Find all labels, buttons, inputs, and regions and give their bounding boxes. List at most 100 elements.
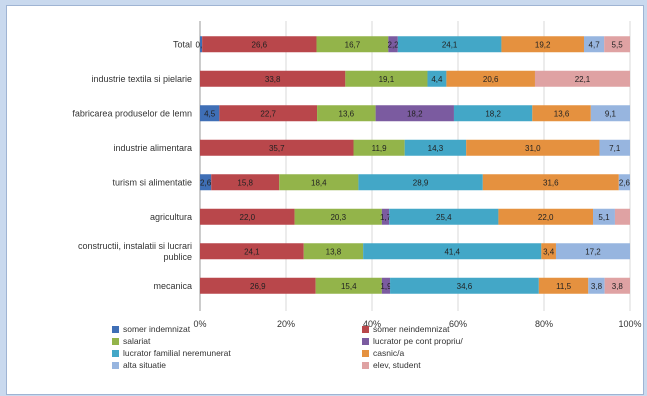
data-label: 19,2 xyxy=(535,40,551,49)
data-label: 1,9 xyxy=(380,282,392,291)
legend-swatch xyxy=(112,361,119,369)
bar-segment xyxy=(390,277,539,294)
bar-segment xyxy=(200,139,354,156)
data-label: 1,7 xyxy=(380,213,392,222)
bar-segment xyxy=(345,70,428,87)
data-label: 13,8 xyxy=(326,247,342,256)
category-label: constructii, instalatii si lucrari public… xyxy=(78,241,192,262)
data-label: 11,5 xyxy=(556,282,572,291)
data-label: 9,1 xyxy=(605,109,617,118)
legend-swatch xyxy=(112,337,119,345)
data-label: 11,9 xyxy=(372,144,388,153)
data-label: 4,7 xyxy=(589,40,601,49)
data-label: 2,6 xyxy=(200,178,212,187)
bar-segment xyxy=(604,36,630,53)
bar-segment xyxy=(353,139,405,156)
bar-segment xyxy=(200,36,203,53)
data-label: 3,4 xyxy=(543,247,555,256)
data-label: 16,7 xyxy=(345,40,361,49)
bar-segment xyxy=(375,105,454,122)
legend-swatch xyxy=(112,325,119,333)
data-label: 0,5 xyxy=(196,40,208,49)
data-label: 2,6 xyxy=(619,178,631,187)
bar-segment xyxy=(618,174,630,191)
bar-segment xyxy=(200,174,212,191)
data-label: 5,5 xyxy=(612,40,624,49)
bar-segment xyxy=(381,208,390,225)
legend-item: alta situatie xyxy=(112,360,166,370)
legend-label: somer indemnizat xyxy=(123,324,191,334)
data-label: 17,2 xyxy=(585,247,601,256)
category-label: Total xyxy=(173,39,192,49)
category-label: agricultura xyxy=(150,212,192,222)
category-label: industrie textila si pielarie xyxy=(91,74,192,84)
bar-segment xyxy=(200,208,295,225)
data-label: 26,6 xyxy=(252,40,268,49)
data-label: 26,9 xyxy=(250,282,266,291)
bar-segment xyxy=(453,105,533,122)
x-tick-label: 40% xyxy=(363,319,381,329)
bar-segment xyxy=(200,105,220,122)
x-tick-label: 80% xyxy=(535,319,553,329)
legend-item: casnic/a xyxy=(362,348,404,358)
legend-label: lucrator pe cont propriu/ xyxy=(373,336,463,346)
data-label: 20,6 xyxy=(483,75,499,84)
bar-segment xyxy=(294,208,382,225)
legend-item: somer indemnizat xyxy=(112,324,190,334)
category-label: mecanica xyxy=(153,281,192,291)
bar-segment xyxy=(590,105,630,122)
legend-swatch xyxy=(362,361,369,369)
x-tick-label: 100% xyxy=(618,319,641,329)
data-label: 15,8 xyxy=(237,178,253,187)
bar-segment xyxy=(446,70,535,87)
bar-segment xyxy=(315,277,382,294)
data-label: 13,6 xyxy=(554,109,570,118)
bar-segment xyxy=(427,70,447,87)
legend-swatch xyxy=(362,325,369,333)
bar-segment xyxy=(593,208,615,225)
legend-swatch xyxy=(362,349,369,357)
bar-segment xyxy=(604,277,630,294)
legend-swatch xyxy=(112,349,119,357)
data-label: 28,9 xyxy=(413,178,429,187)
bar-segment xyxy=(316,36,389,53)
bar-segment xyxy=(363,243,542,260)
data-label: 22,0 xyxy=(240,213,256,222)
bar-segment xyxy=(538,277,589,294)
bar-segment xyxy=(404,139,467,156)
legend-item: somer neindemnizat xyxy=(362,324,450,334)
bar-segment xyxy=(501,36,584,53)
data-label: 3,8 xyxy=(591,282,603,291)
data-label: 24,1 xyxy=(244,247,260,256)
data-label: 18,2 xyxy=(407,109,423,118)
legend-item: salariat xyxy=(112,336,150,346)
bar-segment xyxy=(599,139,630,156)
bar-segment xyxy=(211,174,280,191)
data-label: 2,2 xyxy=(388,40,400,49)
bar-segment xyxy=(279,174,359,191)
bar-segment xyxy=(381,277,391,294)
legend-swatch xyxy=(362,337,369,345)
bar-segment xyxy=(614,208,630,225)
data-label: 18,4 xyxy=(311,178,327,187)
bar-segment xyxy=(200,243,304,260)
data-label: 14,3 xyxy=(428,144,444,153)
legend-item: lucrator familial neremunerat xyxy=(112,348,231,358)
bar-segment xyxy=(200,70,346,87)
legend-item: elev, student xyxy=(362,360,421,370)
data-label: 31,6 xyxy=(543,178,559,187)
bar-segment xyxy=(541,243,556,260)
legend-label: salariat xyxy=(123,336,151,346)
legend-label: alta situatie xyxy=(123,360,166,370)
data-label: 31,0 xyxy=(525,144,541,153)
data-label: 13,6 xyxy=(339,109,355,118)
legend-label: elev, student xyxy=(373,360,421,370)
bar-segment xyxy=(358,174,483,191)
bar-segment xyxy=(219,105,318,122)
bar-segment xyxy=(389,208,499,225)
category-label: industrie alimentara xyxy=(113,143,192,153)
data-label: 22,7 xyxy=(260,109,276,118)
x-tick-label: 20% xyxy=(277,319,295,329)
data-label: 34,6 xyxy=(457,282,473,291)
